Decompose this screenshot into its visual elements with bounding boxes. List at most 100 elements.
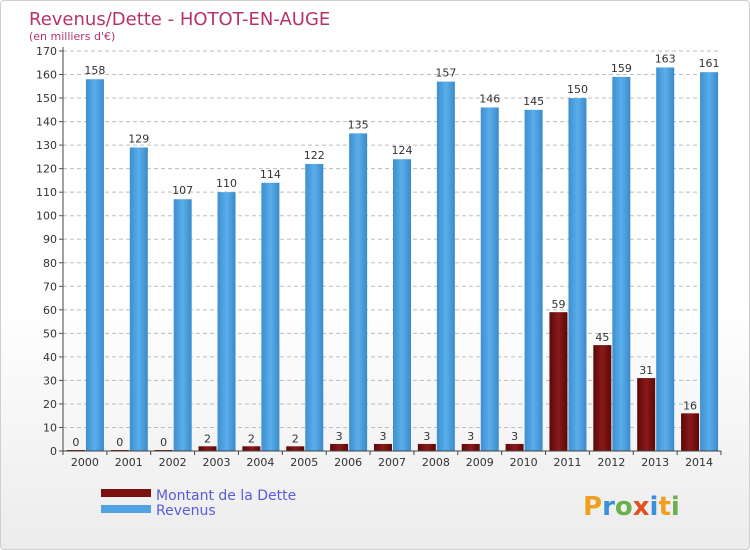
- y-tick-label: 130: [36, 139, 57, 152]
- data-label-dette: 2: [204, 432, 211, 445]
- data-label-revenus: 122: [304, 149, 325, 162]
- data-label-dette: 16: [683, 399, 697, 412]
- data-label-revenus: 145: [523, 95, 544, 108]
- bar-revenus: [524, 109, 543, 451]
- bar-dette: [505, 443, 524, 451]
- y-tick-label: 0: [50, 445, 57, 458]
- data-label-revenus: 107: [172, 184, 193, 197]
- data-label-dette: 2: [292, 432, 299, 445]
- y-tick-label: 60: [43, 304, 57, 317]
- bar-revenus: [129, 147, 148, 451]
- bar-revenus: [173, 199, 192, 451]
- bar-revenus: [612, 76, 631, 451]
- bar-dette: [198, 446, 217, 451]
- bar-revenus: [568, 98, 587, 451]
- bar-dette: [681, 413, 700, 451]
- logo-letter: t: [658, 492, 670, 522]
- axis-layer: 0102030405060708090100110120130140150160…: [36, 45, 722, 469]
- y-tick-label: 120: [36, 163, 57, 176]
- bar-revenus: [217, 192, 236, 452]
- y-tick-label: 160: [36, 69, 57, 82]
- y-tick-label: 110: [36, 186, 57, 199]
- data-label-revenus: 124: [392, 144, 413, 157]
- data-label-dette: 3: [511, 430, 518, 443]
- x-tick-label: 2009: [466, 456, 494, 469]
- bar-revenus: [305, 163, 324, 452]
- legend-label-dette: Montant de la Dette: [156, 488, 296, 504]
- bar-revenus: [436, 81, 455, 452]
- logo-letter: i: [671, 492, 680, 522]
- y-tick-label: 80: [43, 257, 57, 270]
- logo-letter: o: [615, 492, 633, 522]
- x-tick-label: 2005: [290, 456, 318, 469]
- x-tick-label: 2007: [378, 456, 406, 469]
- data-label-dette: 59: [551, 298, 565, 311]
- x-tick-label: 2013: [641, 456, 669, 469]
- bar-revenus: [700, 72, 719, 452]
- data-label-dette: 0: [72, 436, 79, 449]
- bar-dette: [417, 443, 436, 451]
- labels-layer: 0 158 0 129 0 107 2 110 2 114 2 122 3 135 3 124 3 157 3 146…: [72, 52, 719, 449]
- x-tick-label: 2006: [334, 456, 362, 469]
- bar-revenus: [393, 159, 411, 451]
- y-tick-label: 40: [43, 351, 57, 364]
- logo-letter: r: [602, 492, 615, 522]
- bar-revenus: [480, 107, 499, 452]
- bar-dette: [374, 443, 392, 451]
- legend-swatch-dette: [101, 489, 151, 497]
- y-tick-label: 20: [43, 398, 57, 411]
- data-label-revenus: 158: [84, 64, 105, 77]
- data-label-dette: 2: [248, 432, 255, 445]
- logo-letter: x: [633, 492, 650, 522]
- bar-dette: [549, 312, 568, 451]
- bar-dette: [593, 345, 612, 451]
- data-label-dette: 0: [116, 436, 123, 449]
- data-label-dette: 3: [467, 430, 474, 443]
- data-label-dette: 3: [380, 430, 387, 443]
- bars-layer: [66, 67, 719, 452]
- x-tick-label: 2010: [510, 456, 538, 469]
- legend-label-revenus: Revenus: [156, 503, 216, 519]
- data-label-revenus: 146: [479, 92, 500, 105]
- data-label-revenus: 157: [435, 67, 456, 80]
- x-tick-label: 2012: [597, 456, 625, 469]
- data-label-revenus: 159: [611, 62, 632, 75]
- bar-revenus: [656, 67, 675, 452]
- data-label-dette: 31: [639, 364, 653, 377]
- y-tick-label: 10: [43, 421, 57, 434]
- y-tick-label: 50: [43, 327, 57, 340]
- y-tick-label: 150: [36, 92, 57, 105]
- bar-dette: [637, 378, 656, 451]
- bar-revenus: [349, 133, 368, 451]
- data-label-dette: 0: [160, 436, 167, 449]
- data-label-revenus: 161: [699, 57, 720, 70]
- chart-title: Revenus/Dette - HOTOT-EN-AUGE: [29, 9, 330, 30]
- data-label-revenus: 150: [567, 83, 588, 96]
- data-label-revenus: 129: [128, 132, 149, 145]
- y-tick-label: 170: [36, 45, 57, 58]
- logo-letter: P: [583, 492, 602, 522]
- data-label-revenus: 135: [348, 118, 369, 131]
- x-tick-label: 2000: [71, 456, 99, 469]
- x-tick-label: 2002: [159, 456, 187, 469]
- x-tick-label: 2011: [553, 456, 581, 469]
- x-tick-label: 2008: [422, 456, 450, 469]
- bar-dette: [461, 443, 480, 451]
- data-label-revenus: 114: [260, 168, 281, 181]
- legend-swatch-revenus: [101, 505, 151, 513]
- bar-dette: [242, 446, 261, 451]
- proxiti-logo: Proxiti: [583, 492, 680, 522]
- data-label-dette: 45: [595, 331, 609, 344]
- y-tick-label: 90: [43, 233, 57, 246]
- x-tick-label: 2003: [203, 456, 231, 469]
- bar-dette: [286, 446, 305, 451]
- x-tick-label: 2001: [115, 456, 143, 469]
- y-tick-label: 140: [36, 116, 57, 129]
- logo-letter: i: [650, 492, 659, 522]
- y-tick-label: 70: [43, 280, 57, 293]
- data-label-revenus: 163: [655, 52, 676, 65]
- data-label-revenus: 110: [216, 177, 237, 190]
- data-label-dette: 3: [336, 430, 343, 443]
- data-label-dette: 3: [423, 430, 430, 443]
